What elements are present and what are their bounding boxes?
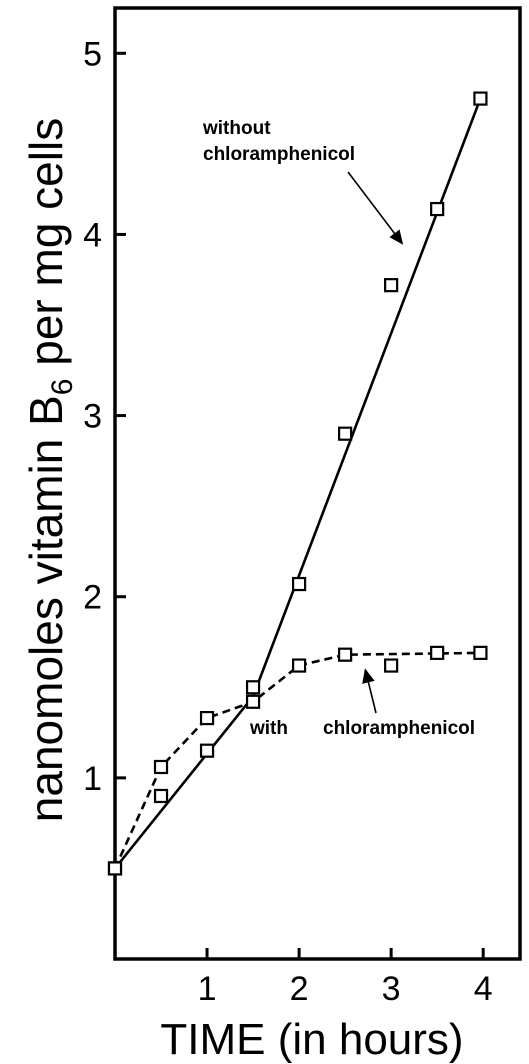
data-point-marker [473,91,488,106]
data-point-marker [338,647,353,662]
series-line [113,98,482,870]
data-point-marker [245,680,261,695]
data-point-marker [291,576,307,592]
data-point-marker [384,278,399,293]
svg-text:nanomoles vitamin B6 per m: nanomoles vitamin B6 per mg cells [20,118,79,822]
annotation-without-line2: chloramphenicol [203,144,355,165]
y-tick-label: 2 [83,579,102,617]
x-tick-label: 2 [290,970,309,1008]
series-line [113,651,481,869]
data-point-marker [384,658,399,673]
data-point-marker [338,426,353,441]
y-tick-label: 3 [83,398,102,436]
x-axis-ticks: 1 2 3 4 [198,948,493,1008]
y-axis-title-subscript: 6 [46,379,79,396]
plot-frame [113,6,522,961]
x-axis-title: TIME (in hours) [160,1015,463,1064]
series-markers [107,91,488,876]
y-axis-ticks: 1 2 3 4 5 [83,35,126,798]
data-point-marker [430,645,445,660]
data-point-marker [430,201,445,217]
annotation-arrow [362,668,377,714]
y-tick-label: 1 [83,760,102,798]
y-tick-label: 5 [83,35,102,73]
data-point-marker [199,743,215,758]
data-point-marker [199,710,215,726]
y-tick-label: 4 [83,216,102,254]
x-tick-label: 1 [198,970,217,1008]
annotation-with-line2: chloramphenicol [323,718,475,739]
y-axis-title-main: nanomoles vitamin B [20,395,72,822]
annotations: without chloramphenicol with chloramphenico… [202,118,475,739]
y-axis-title-rest: per mg cells [20,118,72,379]
data-point-marker [153,759,169,775]
data-point-marker [107,861,123,876]
annotation-arrow [347,171,404,245]
annotation-without-line1: without [202,118,271,139]
data-point-marker [153,788,169,804]
data-point-marker [291,658,307,673]
data-point-marker [245,694,261,709]
data-point-marker [473,645,488,660]
y-axis-title: nanomoles vitamin B6 per mg cells [20,118,79,822]
annotation-with-line1: with [249,718,288,739]
x-tick-label: 4 [474,970,493,1008]
series-lines [113,98,482,870]
x-tick-label: 3 [382,970,401,1008]
